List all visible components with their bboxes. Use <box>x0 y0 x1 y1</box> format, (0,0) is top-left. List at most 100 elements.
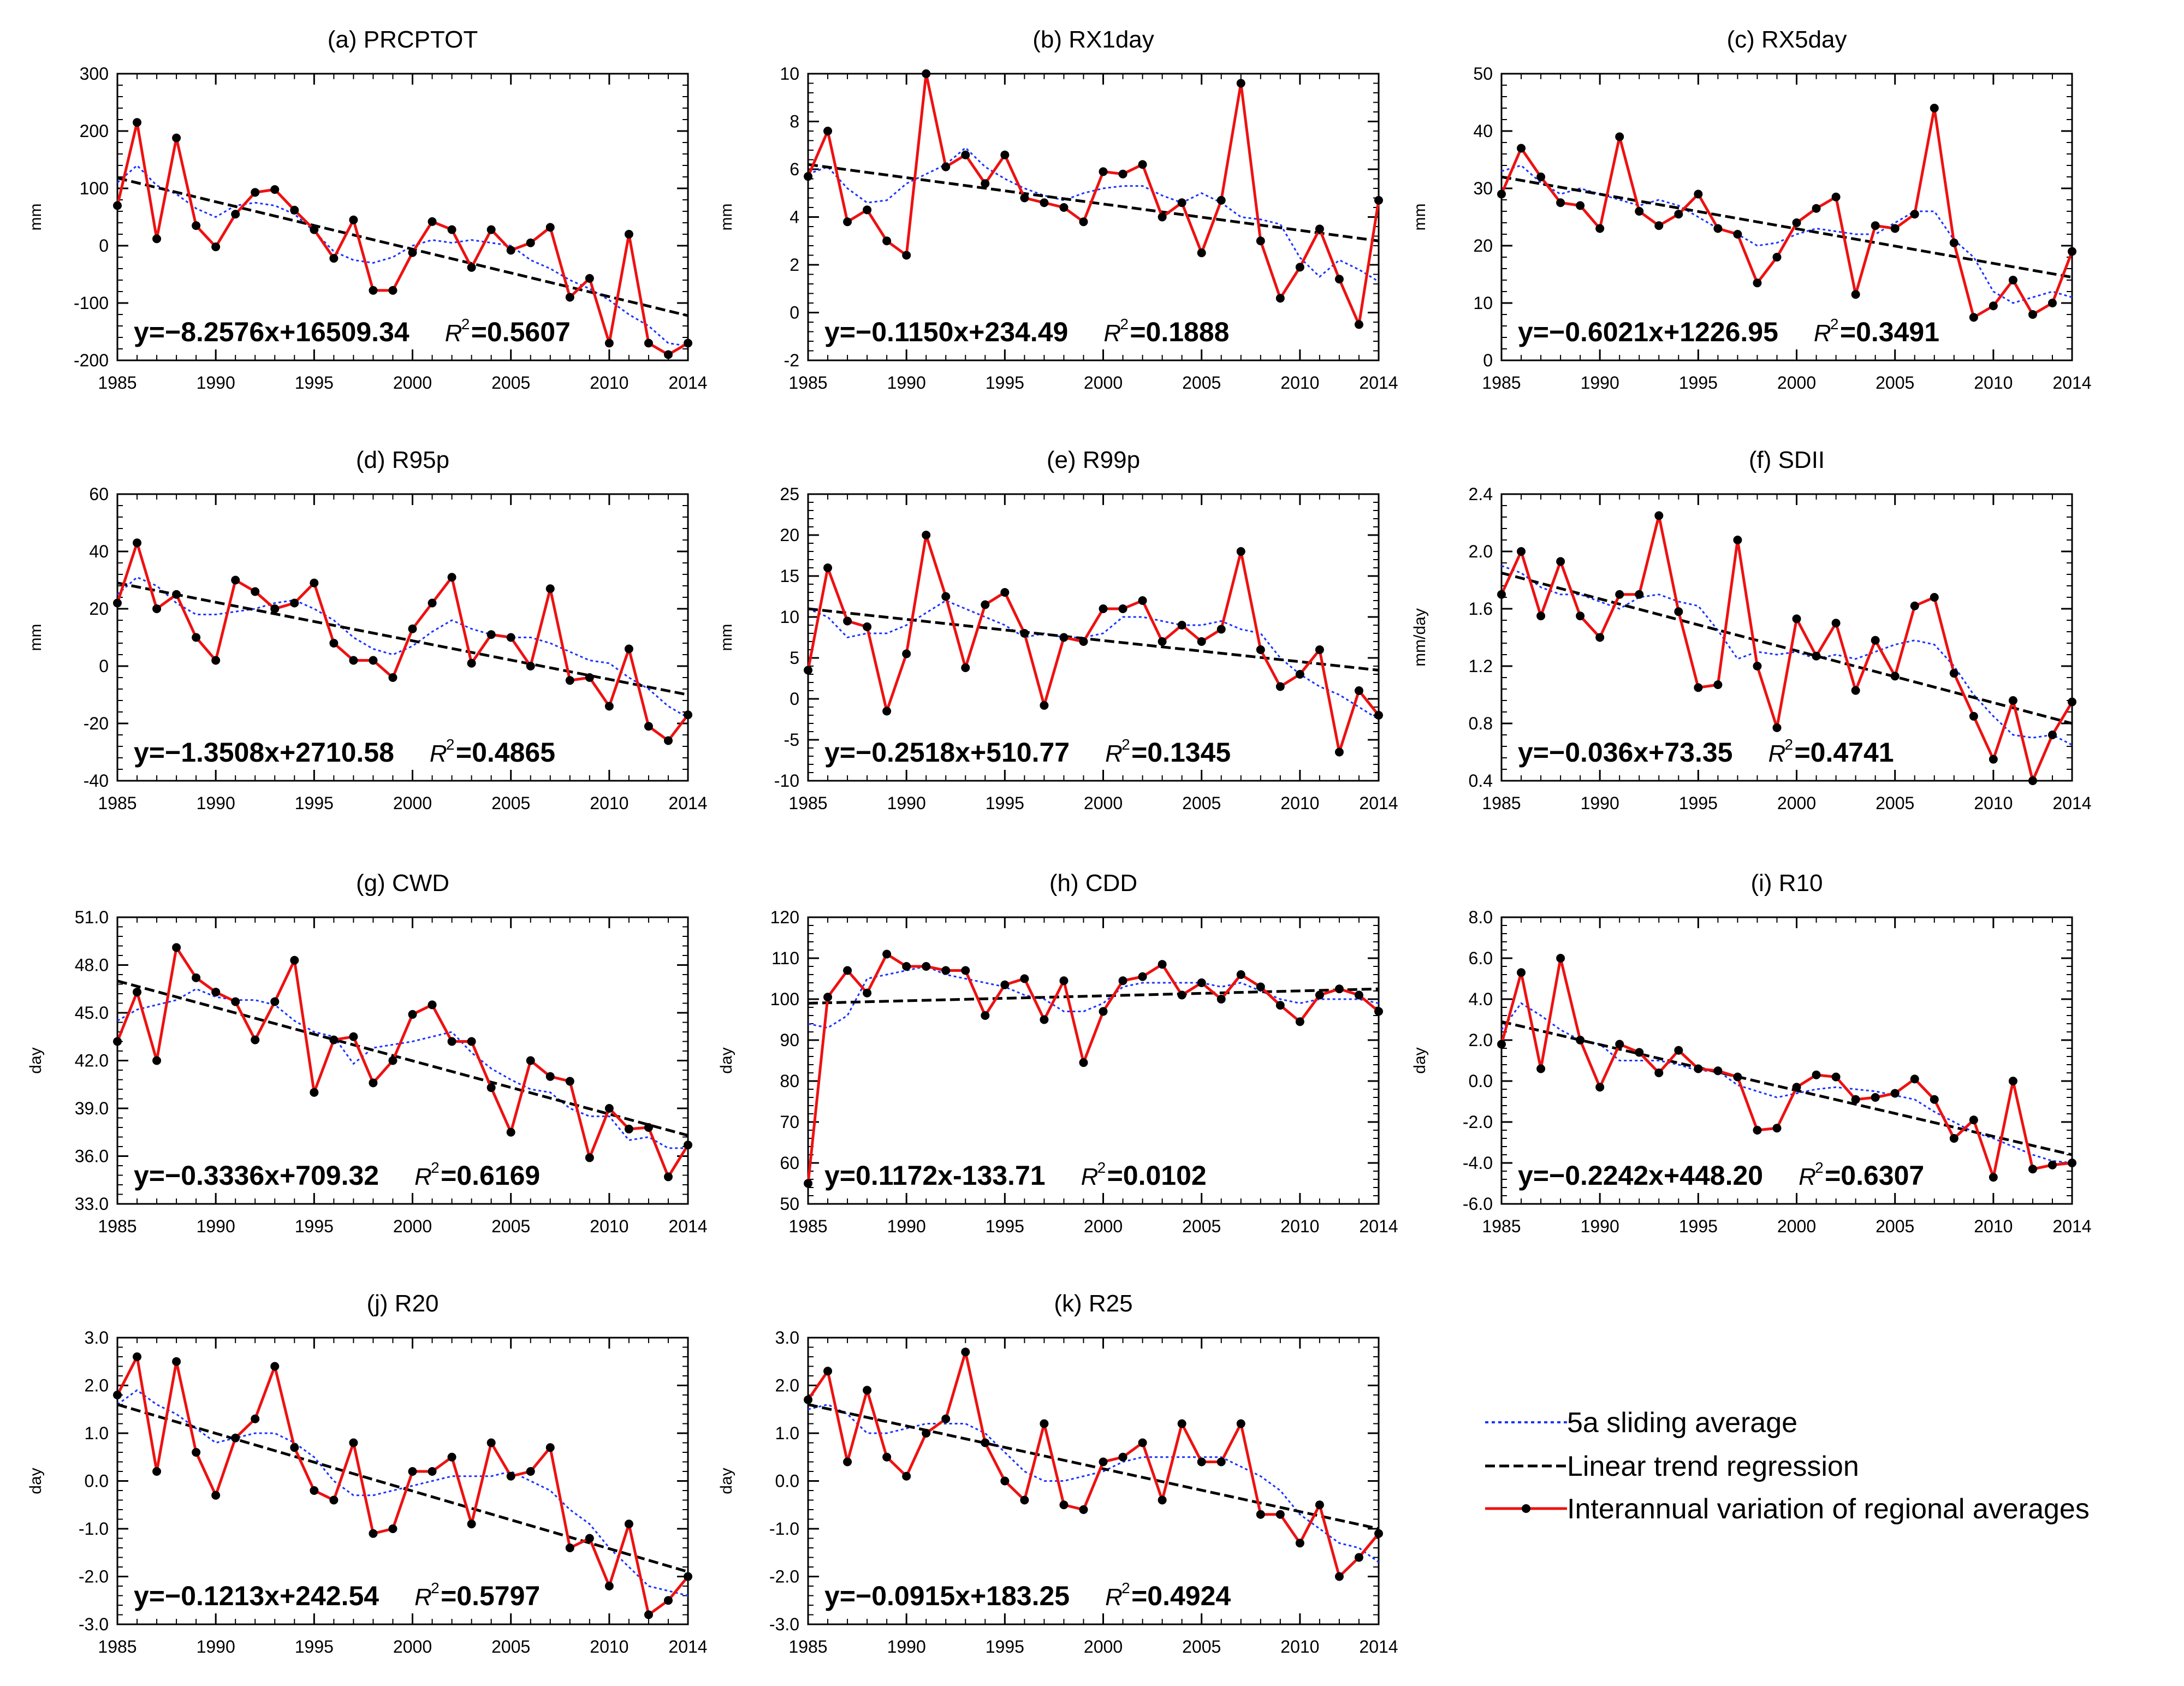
data-point <box>863 205 872 215</box>
data-point <box>1595 633 1605 642</box>
r-squared-superscript: 2 <box>431 1580 440 1596</box>
data-point <box>192 633 201 642</box>
r-squared-symbol: R <box>430 740 447 767</box>
data-point <box>585 1534 594 1543</box>
data-point <box>843 966 852 975</box>
data-point <box>1536 1064 1546 1073</box>
data-point <box>1989 301 1998 311</box>
r-squared-value: =0.3491 <box>1840 317 1939 347</box>
trend-line <box>808 163 1379 242</box>
y-tick-label: -20 <box>84 714 109 733</box>
data-point <box>1733 1072 1742 1082</box>
x-tick-label: 2000 <box>393 1637 432 1657</box>
y-tick-label: 1.2 <box>1469 656 1493 676</box>
data-point <box>1694 1064 1703 1073</box>
x-tick-label: 2010 <box>1974 373 2013 393</box>
data-point <box>486 225 496 234</box>
data-point <box>863 622 872 631</box>
x-tick-label: 2010 <box>1974 1216 2013 1236</box>
chart-panel-0: (a) PRCPTOT mm -200 -100 0 100 200 300 1985 1990 1… <box>27 26 708 393</box>
data-point <box>2048 1160 2057 1169</box>
data-point <box>1871 1093 1880 1102</box>
y-tick-label: -2.0 <box>79 1567 109 1587</box>
data-point <box>1576 201 1585 210</box>
data-point <box>1753 662 1762 670</box>
data-point <box>1831 619 1841 628</box>
data-point <box>1158 1495 1167 1505</box>
data-point <box>1118 1452 1127 1462</box>
data-point <box>1930 593 1939 602</box>
regression-equation: y=0.1172x-133.71 <box>824 1160 1046 1191</box>
r-squared-symbol: R <box>414 1584 432 1611</box>
r-squared-symbol: R <box>1105 740 1123 767</box>
data-point <box>1713 224 1723 233</box>
data-point <box>1138 160 1147 169</box>
sliding-average-line <box>117 576 689 719</box>
data-point <box>1497 590 1506 599</box>
data-point <box>1020 1495 1029 1505</box>
data-point <box>1694 683 1703 692</box>
data-point <box>486 1438 496 1447</box>
x-tick-label: 1990 <box>887 1216 926 1236</box>
data-point <box>1812 204 1821 213</box>
r-squared-symbol: R <box>1768 740 1785 767</box>
data-point <box>152 604 162 613</box>
data-point <box>1654 511 1664 520</box>
data-point <box>624 644 633 654</box>
x-tick-label: 2000 <box>1777 793 1816 813</box>
data-point <box>941 1414 951 1423</box>
data-point <box>1138 972 1147 981</box>
data-point <box>329 639 339 648</box>
x-tick-label: 1995 <box>295 1216 334 1236</box>
series-line <box>116 121 689 356</box>
data-point <box>211 242 221 252</box>
data-point <box>1989 1173 1998 1182</box>
data-point <box>644 339 653 348</box>
data-point <box>1354 1553 1363 1562</box>
data-point <box>270 185 280 194</box>
data-point <box>644 1123 653 1132</box>
y-tick-label: 2 <box>790 255 799 275</box>
data-point <box>1295 1017 1304 1026</box>
data-point <box>1635 207 1644 216</box>
data-point <box>804 1179 812 1188</box>
data-point <box>1158 960 1167 969</box>
data-point <box>310 1486 319 1495</box>
data-point <box>1497 189 1506 199</box>
data-point <box>604 1104 614 1113</box>
y-tick-label: 36.0 <box>75 1147 109 1166</box>
x-tick-label: 1990 <box>1581 793 1619 813</box>
data-point <box>922 69 931 78</box>
data-point <box>1831 1072 1841 1082</box>
data-point <box>388 1524 397 1533</box>
chart-panel-9: (j) R20 day -3.0 -2.0 -1.0 0.0 1.0 2.0 3.0 1985 19… <box>27 1290 708 1657</box>
x-tick-label: 1995 <box>986 1637 1024 1657</box>
data-point <box>1020 193 1029 203</box>
data-point <box>1654 1068 1664 1077</box>
y-axis-label: mm <box>717 624 735 651</box>
data-point <box>1315 990 1324 1000</box>
x-tick-label: 2005 <box>1876 1216 1914 1236</box>
data-point <box>1059 976 1069 986</box>
data-point <box>2028 776 2037 785</box>
r-squared-value: =0.5797 <box>441 1581 540 1611</box>
chart-title: (a) PRCPTOT <box>328 26 478 53</box>
data-point <box>1197 978 1206 987</box>
data-point <box>1556 557 1565 566</box>
data-point <box>843 217 852 227</box>
plot-frame <box>807 493 1380 782</box>
data-point <box>152 1467 162 1476</box>
y-tick-label: 2.0 <box>1469 542 1493 561</box>
data-point <box>1812 651 1821 661</box>
y-tick-label: 33.0 <box>75 1194 109 1214</box>
x-tick-label: 2010 <box>1280 1637 1319 1657</box>
y-tick-label: -6.0 <box>1463 1194 1493 1214</box>
data-point <box>1040 701 1049 710</box>
x-tick-label: 1990 <box>887 1637 926 1657</box>
data-point <box>1099 167 1108 176</box>
x-tick-label: 1995 <box>295 1637 334 1657</box>
data-point <box>941 966 951 975</box>
y-tick-label: 10 <box>780 64 799 84</box>
data-point <box>408 248 417 257</box>
r-squared-superscript: 2 <box>1120 316 1129 333</box>
